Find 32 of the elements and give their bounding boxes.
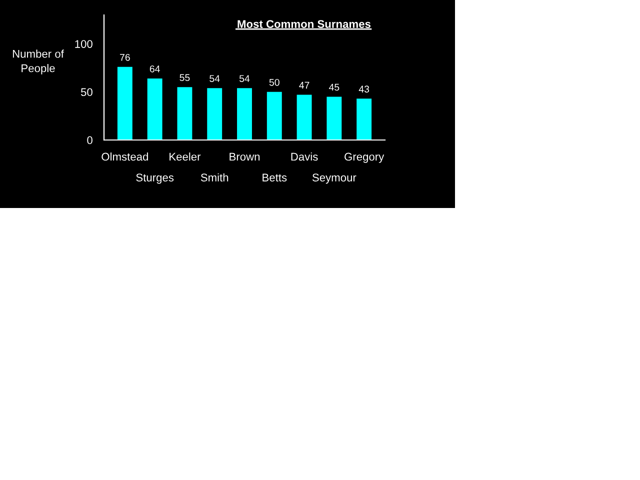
data-label: 47 (299, 82, 310, 89)
bar (207, 88, 222, 140)
bar (147, 78, 162, 140)
data-label: 54 (239, 75, 250, 82)
bar (117, 66, 132, 140)
x-tick-label: Keeler (170, 152, 201, 161)
y-tick-label: 50 (80, 88, 92, 96)
x-tick-label: Gregory (344, 152, 384, 163)
bar (326, 96, 342, 140)
bar (177, 87, 192, 140)
x-tick-label: Sturges (136, 174, 174, 184)
bar (237, 88, 252, 140)
data-label: 64 (150, 65, 160, 72)
x-tick-label: Seymour (312, 174, 356, 184)
x-tick-label: Smith (200, 173, 228, 182)
data-label: 54 (210, 75, 220, 82)
bar (356, 98, 372, 140)
bar (266, 92, 282, 140)
chart-title: Most Common Surnames (238, 20, 370, 28)
data-label: 45 (329, 84, 340, 91)
data-label: 55 (180, 74, 190, 82)
x-tick-label: Brown (230, 152, 260, 161)
data-label: 76 (120, 54, 130, 61)
x-tick-label: Davis (291, 152, 318, 161)
data-label: 43 (358, 86, 370, 93)
x-tick-label: Olmstead (102, 152, 148, 161)
y-tick-label: 100 (75, 40, 92, 48)
y-axis-title: Number of People (12, 50, 64, 74)
bar (296, 94, 312, 140)
x-tick-label: Betts (262, 174, 287, 182)
data-label: 50 (269, 78, 280, 86)
y-tick-label: 0 (87, 136, 92, 144)
